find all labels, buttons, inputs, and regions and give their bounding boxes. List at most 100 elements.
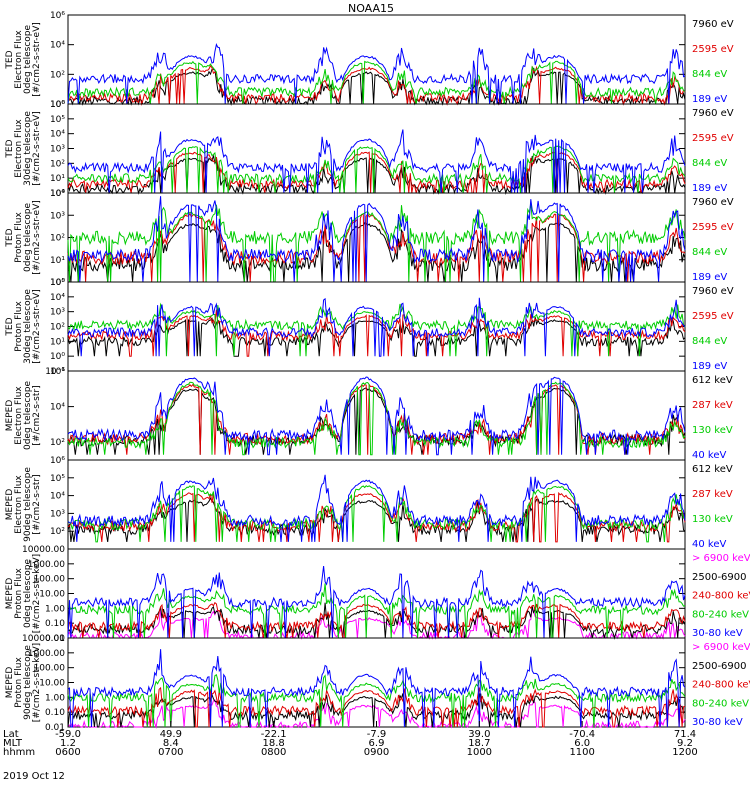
legend-entry: 30-80 keV xyxy=(692,717,743,728)
ytick-label: 0.10 xyxy=(45,708,65,718)
ytick-label: 10⁰ xyxy=(50,100,65,110)
ytick-label: 10² xyxy=(50,234,65,244)
xtick-lat: 71.4 xyxy=(674,729,696,740)
ytick-label: 10⁴ xyxy=(50,293,65,303)
ytick-label: 100.00 xyxy=(34,575,66,585)
ytick-label: 10³ xyxy=(50,509,65,519)
series-line-5 xyxy=(67,649,686,728)
xtick-mlt: 18.7 xyxy=(468,738,490,749)
ytick-label: 10⁴ xyxy=(50,403,65,413)
ytick-label: 0.10 xyxy=(45,619,65,629)
ylabel-line: Electron Flux xyxy=(14,119,24,178)
xtick-lat: 49.9 xyxy=(160,729,182,740)
ytick-label: 100.00 xyxy=(34,664,66,674)
ylabel-line: 90deg telescope xyxy=(23,467,33,542)
ylabel-line: TED xyxy=(5,139,15,158)
ylabel-line: 0deg telescope xyxy=(23,559,33,629)
legend-entry: 7960 eV xyxy=(692,19,734,30)
series-line-4 xyxy=(67,42,686,105)
ylabel: MEPEDProton Flux90deg telescope[#/cm2-s-… xyxy=(5,643,42,722)
xtick-hhmm: 1100 xyxy=(569,747,594,758)
ytick-label: 10³ xyxy=(50,145,65,155)
ytick-label: 10⁵ xyxy=(50,474,65,484)
legend-entry: 612 keV xyxy=(692,375,733,386)
ylabel-line: 30deg telescope xyxy=(23,289,33,364)
panel-6: 10² 10³ 10⁴ 10⁵ 10⁶ MEPEDElectron Flux90deg t… xyxy=(5,456,733,550)
series-line-3 xyxy=(67,145,686,194)
ylabel-line: [#/cm2-s-str-keV] xyxy=(32,554,42,633)
ylabel-line: [#/cm2-s-str-eV] xyxy=(32,111,42,186)
ytick-label: 10⁶ xyxy=(50,456,65,466)
panel-2: 10⁰ 10¹ 10² 10³ 10⁴ 10⁵ 10⁶ TEDElectron Flux30d… xyxy=(5,100,734,199)
legend-entry: 2595 eV xyxy=(692,44,734,55)
legend-entry: 189 eV xyxy=(692,361,727,372)
ytick-label: 10.00 xyxy=(39,590,65,600)
x-row-label: Lat xyxy=(3,729,19,740)
xtick-mlt: 8.4 xyxy=(163,738,179,749)
ytick-label: 10000.00 xyxy=(22,545,65,555)
legend-entry: 844 eV xyxy=(692,336,727,347)
xtick-mlt: 6.0 xyxy=(574,738,590,749)
x-axis: LatMLThhmm-59.01.2060049.98.40700-22.118… xyxy=(3,721,698,758)
ylabel-line: [#/cm2-s-str-eV] xyxy=(32,200,42,275)
x-row-label: hhmm xyxy=(3,747,35,758)
xtick-mlt: 9.2 xyxy=(677,738,693,749)
panel-7: 0.010.101.0010.00100.001000.0010000.00ME… xyxy=(5,545,750,644)
ytick-label: 10⁴ xyxy=(50,189,65,199)
series-line-1 xyxy=(67,67,686,106)
legend-entry: 7960 eV xyxy=(692,108,734,119)
ylabel: TEDElectron Flux0deg telescope[#/cm2-s-s… xyxy=(5,22,42,97)
xtick-lat: 39.0 xyxy=(468,729,490,740)
ytick-label: 10⁻¹ xyxy=(45,367,65,377)
ylabel-line: [#/cm2-s-str] xyxy=(32,385,42,445)
ytick-label: 10² xyxy=(50,70,65,80)
ytick-label: 10² xyxy=(50,323,65,333)
ylabel-line: [#/cm2-s-str-eV] xyxy=(32,22,42,97)
series-line-4 xyxy=(67,583,686,639)
ytick-label: 10¹ xyxy=(50,337,65,347)
series-line-3 xyxy=(67,485,686,543)
ytick-label: 10¹ xyxy=(50,174,65,184)
ytick-label: 10000.00 xyxy=(22,634,65,644)
legend-entry: 844 eV xyxy=(692,69,727,80)
ylabel-line: Electron Flux xyxy=(14,475,24,534)
chart-title: NOAA15 xyxy=(348,2,394,15)
legend-entry: 2595 eV xyxy=(692,222,734,233)
legend-entry: 2595 eV xyxy=(692,311,734,322)
xtick-hhmm: 0600 xyxy=(55,747,80,758)
ytick-label: 10² xyxy=(50,438,65,448)
ylabel: MEPEDProton Flux0deg telescope[#/cm2-s-s… xyxy=(5,554,42,633)
ytick-label: 10⁰ xyxy=(50,352,65,362)
legend-entry: 2595 eV xyxy=(692,133,734,144)
series-line-4 xyxy=(67,297,686,357)
ylabel-line: Proton Flux xyxy=(14,657,24,708)
ylabel-line: 0deg telescope xyxy=(23,25,33,95)
ylabel-line: MEPED xyxy=(5,489,15,521)
ytick-label: 10⁰ xyxy=(50,189,65,199)
ytick-label: 10² xyxy=(50,159,65,169)
ylabel-line: TED xyxy=(5,317,15,336)
panel-5: 10² 10⁴ 10⁶ MEPEDElectron Flux0deg telescop… xyxy=(5,367,733,461)
ylabel-line: Proton Flux xyxy=(14,301,24,352)
ytick-label: 0.01 xyxy=(45,634,65,644)
series-line-2 xyxy=(67,693,686,728)
legend-entry: 30-80 keV xyxy=(692,628,743,639)
ytick-label: 1000.00 xyxy=(28,560,65,570)
ytick-label: 10⁰ xyxy=(50,278,65,288)
ylabel-line: 0deg telescope xyxy=(23,203,33,273)
ylabel-line: MEPED xyxy=(5,400,15,432)
ytick-label: 10⁴ xyxy=(50,41,65,51)
panel-3: 10⁰ 10¹ 10² 10³ 10⁴ TEDProton Flux0deg telesc… xyxy=(5,189,734,288)
ytick-label: 10⁵ xyxy=(50,278,65,288)
ylabel-line: Electron Flux xyxy=(14,386,24,445)
xtick-lat: -7.9 xyxy=(367,729,387,740)
series-line-3 xyxy=(67,686,686,728)
xtick-hhmm: 1000 xyxy=(467,747,492,758)
legend-entry: 40 keV xyxy=(692,450,726,461)
ytick-label: 10⁴ xyxy=(50,130,65,140)
xtick-hhmm: 0700 xyxy=(158,747,183,758)
ylabel: TEDProton Flux30deg telescope[#/cm2-s-st… xyxy=(5,289,42,364)
series-line-3 xyxy=(67,381,686,456)
